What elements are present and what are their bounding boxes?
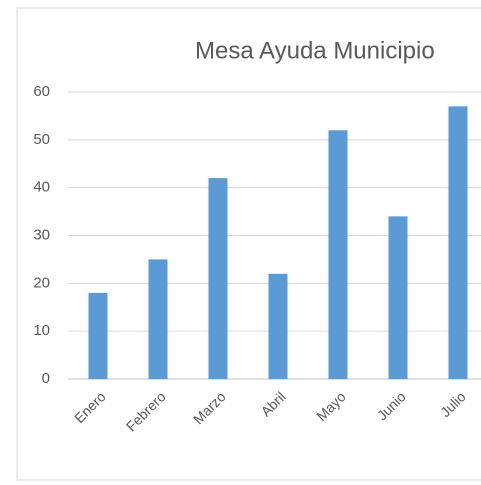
bar bbox=[148, 259, 168, 379]
y-tick-label: 50 bbox=[33, 131, 50, 148]
bar bbox=[388, 216, 408, 379]
y-tick-label: 0 bbox=[42, 370, 50, 387]
bar bbox=[268, 273, 288, 379]
y-tick-label: 10 bbox=[33, 322, 50, 339]
y-tick-label: 20 bbox=[33, 274, 50, 291]
chart-title: Mesa Ayuda Municipio bbox=[195, 37, 435, 64]
bar bbox=[328, 130, 348, 379]
y-tick-label: 30 bbox=[33, 226, 50, 243]
y-tick-label: 40 bbox=[33, 179, 50, 196]
bar bbox=[448, 106, 468, 379]
bar bbox=[88, 292, 108, 379]
y-tick-label: 60 bbox=[33, 83, 50, 100]
bar bbox=[208, 178, 228, 379]
